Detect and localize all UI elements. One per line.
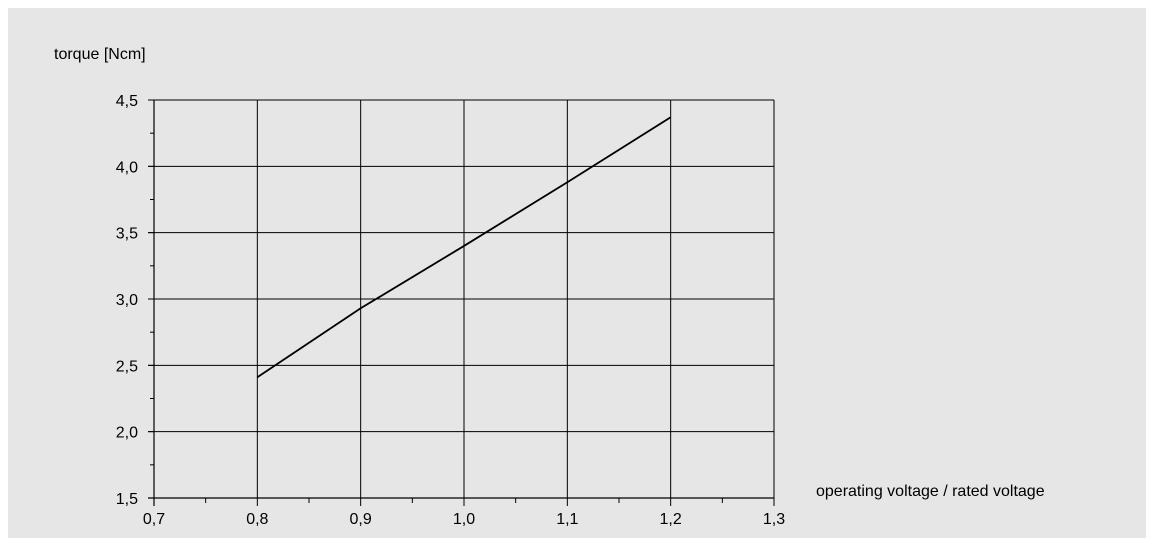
- x-tick-label: 1,3: [763, 511, 785, 528]
- x-axis-title: operating voltage / rated voltage: [816, 483, 1045, 500]
- y-axis-title: torque [Ncm]: [54, 46, 146, 63]
- y-tick-label: 2,0: [116, 425, 138, 442]
- y-tick-label: 4,5: [116, 93, 138, 110]
- grid: [148, 99, 775, 506]
- chart: 0,7 0,8 0,9 1,0 1,1 1,2 1,3 1,5 2,0 2,5 3,0 3,5 4,0 4…: [54, 46, 1045, 528]
- y-tick-label: 3,0: [116, 292, 138, 309]
- series-line: [256, 116, 672, 379]
- y-tick-label: 3,5: [116, 226, 138, 243]
- tick-labels: 0,7 0,8 0,9 1,0 1,1 1,2 1,3 1,5 2,0 2,5 3,0 3,5 4,0 4…: [116, 93, 785, 528]
- x-tick-label: 1,1: [556, 511, 578, 528]
- chart-panel: 0,7 0,8 0,9 1,0 1,1 1,2 1,3 1,5 2,0 2,5 3,0 3,5 4,0 4…: [8, 8, 1146, 538]
- x-tick-label: 0,7: [143, 511, 165, 528]
- x-tick-label: 1,2: [660, 511, 682, 528]
- series-layer: [256, 116, 672, 379]
- x-tick-label: 0,9: [350, 511, 372, 528]
- y-tick-label: 1,5: [116, 491, 138, 508]
- y-tick-label: 4,0: [116, 159, 138, 176]
- axis-ticks: [148, 99, 775, 506]
- x-tick-label: 1,0: [453, 511, 475, 528]
- x-tick-label: 0,8: [246, 511, 268, 528]
- y-tick-label: 2,5: [116, 358, 138, 375]
